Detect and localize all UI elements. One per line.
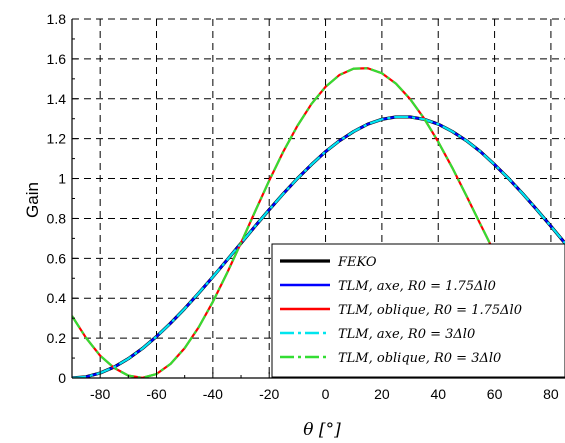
tick-labels: -80 -60 -40 -20 0 20 40 60 80 0 0.2 0.4 0.6 0.8 1 1.2 1.… bbox=[47, 11, 559, 402]
y-tick-label: 1.2 bbox=[47, 131, 67, 147]
legend: FEKO TLM, axe, R0 = 1.75Δl0 TLM, oblique, … bbox=[271, 243, 565, 378]
series-line bbox=[72, 67, 565, 378]
y-tick-label: 0.4 bbox=[47, 290, 67, 306]
legend-label: FEKO bbox=[337, 255, 377, 270]
x-tick-label: -40 bbox=[203, 386, 223, 402]
y-tick-label: 0 bbox=[58, 370, 66, 386]
legend-label: TLM, oblique, R0 = 1.75Δl0 bbox=[338, 303, 522, 318]
x-tick-label: 60 bbox=[487, 386, 503, 402]
x-tick-label: 20 bbox=[374, 386, 390, 402]
series-layer bbox=[72, 67, 565, 378]
x-tick-label: 80 bbox=[543, 386, 559, 402]
legend-label: TLM, axe, R0 = 3Δl0 bbox=[338, 327, 475, 342]
y-tick-label: 1.8 bbox=[47, 11, 67, 27]
x-tick-label: -20 bbox=[259, 386, 279, 402]
x-tick-label: 40 bbox=[430, 386, 446, 402]
y-tick-label: 1.6 bbox=[47, 51, 67, 67]
y-tick-label: 0.2 bbox=[47, 330, 67, 346]
legend-label: TLM, axe, R0 = 1.75Δl0 bbox=[338, 279, 496, 294]
y-tick-label: 1.4 bbox=[47, 91, 67, 107]
x-axis-label: θ [°] bbox=[303, 420, 341, 440]
series-line bbox=[72, 115, 565, 378]
y-tick-label: 0.8 bbox=[47, 210, 67, 226]
y-tick-label: 0.6 bbox=[47, 250, 67, 266]
legend-label: TLM, oblique, R0 = 3Δl0 bbox=[338, 351, 501, 366]
y-axis-label: Gain bbox=[23, 182, 42, 218]
x-tick-label: 0 bbox=[322, 386, 330, 402]
y-tick-label: 1 bbox=[58, 171, 66, 187]
x-tick-label: -60 bbox=[146, 386, 166, 402]
axes bbox=[71, 18, 565, 379]
x-tick-label: -80 bbox=[90, 386, 110, 402]
legend-box bbox=[271, 243, 565, 378]
